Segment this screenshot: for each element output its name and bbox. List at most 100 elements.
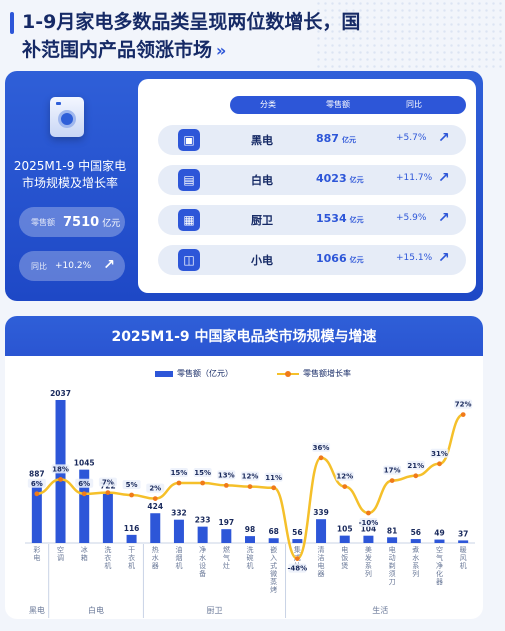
bar: [79, 469, 90, 543]
growth-label: 12%: [336, 473, 353, 481]
category-label: 干衣机: [128, 546, 135, 570]
growth-label: 15%: [171, 469, 188, 477]
bar: [316, 519, 327, 543]
sales-unit: 亿元: [102, 218, 121, 229]
bar-label: 98: [245, 525, 255, 534]
bar-label: 56: [411, 528, 421, 537]
bar: [173, 519, 184, 543]
growth-label: 6%: [78, 480, 90, 488]
header-growth: 同比: [406, 100, 422, 109]
growth-point: [200, 480, 206, 486]
row-amount: 887 亿元: [316, 132, 356, 145]
growth-label: 21%: [407, 462, 424, 470]
growth-label: 15%: [194, 469, 211, 477]
category-label: 暖风机: [460, 546, 467, 570]
legend-line-swatch: [277, 370, 299, 377]
bar: [126, 534, 137, 543]
growth-label: -10%: [359, 519, 379, 527]
sales-label: 零售额: [31, 217, 55, 227]
bar: [339, 535, 350, 543]
growth-label: 72%: [455, 401, 472, 409]
growth-label-bg: [217, 470, 236, 480]
appliance-icon: ◫: [178, 249, 200, 271]
page-header: 1-9月家电多数品类呈现两位数增长，国补范围内产品领涨市场»: [10, 8, 370, 65]
category-label: 油烟机: [175, 545, 182, 570]
group-label: 厨卫: [206, 606, 222, 615]
growth-value: +10.2%: [55, 261, 92, 271]
group-label: 白电: [88, 605, 104, 615]
growth-label-bg: [430, 448, 449, 458]
trend-up-icon: ↗: [438, 210, 450, 226]
growth-label-bg: [193, 468, 212, 477]
row-growth: +11.7%: [396, 173, 433, 183]
table-row: ▣ 黑电 887 亿元 +5.7% ↗: [158, 125, 466, 155]
growth-point: [460, 412, 466, 417]
growth-point: [437, 461, 442, 467]
growth-point: [81, 491, 87, 497]
bar: [197, 526, 208, 543]
growth-label: 6%: [31, 480, 43, 488]
category-label: 彩电: [33, 545, 40, 562]
growth-label: 12%: [242, 473, 259, 481]
row-amount: 1534 亿元: [316, 212, 364, 225]
growth-label-bg: [27, 478, 46, 488]
growth-point: [34, 491, 40, 497]
bar-label: 81: [387, 526, 397, 535]
growth-label: 5%: [126, 481, 138, 489]
sales-pill: 零售额 7510 亿元: [19, 207, 125, 237]
legend-line: 零售额增长率: [277, 368, 351, 379]
category-label: 热水器: [152, 545, 159, 570]
category-label: 燃气灶: [223, 545, 230, 570]
row-amount: 1066 亿元: [316, 252, 364, 265]
group-label: 黑电: [29, 605, 45, 615]
growth-label-bg: [335, 471, 354, 481]
growth-point: [294, 556, 300, 561]
category-label: 洗碗机: [247, 545, 254, 570]
bar: [150, 513, 161, 543]
row-category: 小电: [251, 254, 273, 267]
bar-label: 104: [361, 525, 377, 534]
growth-label: 同比: [31, 261, 47, 271]
summary-title: 2025M1-9 中国家电 市场规模及增长率: [13, 159, 127, 190]
stove-icon: ▦: [178, 209, 200, 231]
growth-point: [247, 484, 253, 489]
growth-point: [342, 484, 348, 489]
growth-label-bg: [241, 471, 259, 481]
growth-label: 36%: [313, 444, 330, 452]
growth-point: [152, 496, 158, 501]
legend-bar-swatch: [155, 370, 173, 377]
bar: [363, 535, 374, 543]
summary-card: 2025M1-9 中国家电 市场规模及增长率 零售额 7510 亿元 同比 +1…: [5, 71, 483, 301]
trend-up-icon: ↗: [438, 170, 450, 186]
chart-title: 2025M1-9 中国家电品类市场规模与增速: [111, 329, 377, 345]
bar-label: 233: [195, 516, 211, 525]
row-category: 黑电: [251, 134, 273, 147]
growth-label: 31%: [431, 450, 448, 458]
category-label: 空气净化器: [436, 545, 443, 586]
double-chevron-icon: »: [216, 41, 227, 60]
table-header: 分类 零售额 同比: [230, 96, 466, 114]
growth-label: 18%: [52, 465, 69, 473]
group-label: 生活: [372, 605, 388, 615]
row-growth: +15.1%: [396, 253, 433, 263]
table-row: ▦ 厨卫 1534 亿元 +5.9% ↗: [158, 205, 466, 235]
bar-label: 424: [147, 502, 163, 511]
header-sales: 零售额: [326, 100, 350, 109]
sales-value: 7510: [63, 214, 100, 230]
bar: [102, 492, 113, 543]
growth-label-bg: [122, 480, 141, 489]
trend-up-icon: ↗: [438, 250, 450, 266]
bar-label: 332: [171, 509, 187, 518]
growth-point: [58, 477, 63, 482]
growth-label: 13%: [218, 471, 235, 479]
growth-point: [176, 480, 182, 486]
row-amount: 4023 亿元: [316, 172, 364, 185]
trend-up-icon: ↗: [438, 130, 450, 146]
bar: [221, 529, 232, 543]
bar: [410, 539, 421, 543]
category-label: 美发系列: [365, 545, 372, 578]
growth-label-bg: [51, 464, 70, 474]
washing-machine-icon: [50, 97, 84, 137]
bar: [387, 537, 398, 543]
summary-panel: 2025M1-9 中国家电 市场规模及增长率 零售额 7510 亿元 同比 +1…: [5, 71, 135, 301]
